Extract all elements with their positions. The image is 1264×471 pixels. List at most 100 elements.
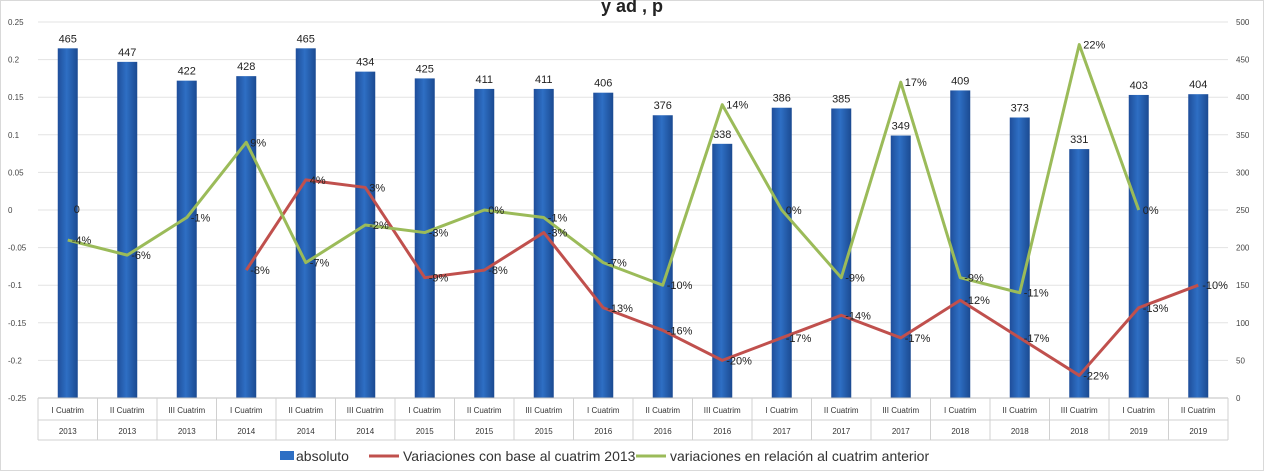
category-label: I Cuatrim bbox=[409, 406, 442, 415]
category-label: III Cuatrim bbox=[882, 406, 919, 415]
line-label: -9% bbox=[429, 273, 449, 285]
line-label: 22% bbox=[1083, 40, 1105, 52]
bar-label: 338 bbox=[713, 129, 731, 141]
line-labels: -8% 4% 3% -9% -8% -3% -13% -16% -20% -17% -14% -17%… bbox=[72, 40, 1228, 383]
bar-series bbox=[57, 48, 1209, 399]
bar bbox=[890, 135, 911, 398]
bar bbox=[950, 90, 971, 398]
category-label: III Cuatrim bbox=[1061, 406, 1098, 415]
bar-label: 465 bbox=[59, 33, 77, 45]
bar-label: 376 bbox=[654, 100, 672, 112]
line-label: -9% bbox=[964, 273, 984, 285]
right-axis-ticks: 0 50 100 150 200 250 300 350 400 450 500 bbox=[1236, 18, 1250, 403]
bar bbox=[593, 92, 614, 399]
bar-label: 425 bbox=[416, 63, 434, 75]
category-year: 2019 bbox=[1189, 427, 1207, 436]
line-series bbox=[67, 43, 1199, 377]
line-label: 14% bbox=[726, 100, 748, 112]
bar-label: 465 bbox=[297, 33, 315, 45]
line-label: -10% bbox=[667, 280, 693, 292]
line-label: 9% bbox=[250, 137, 266, 149]
right-tick-label: 500 bbox=[1236, 18, 1250, 27]
line-label: -7% bbox=[607, 258, 627, 270]
right-tick-label: 300 bbox=[1236, 168, 1250, 177]
bar bbox=[1128, 94, 1149, 398]
category-year: 2013 bbox=[59, 427, 77, 436]
line-label: -1% bbox=[548, 213, 568, 225]
line-label: -17% bbox=[1024, 333, 1050, 345]
category-year: 2017 bbox=[832, 427, 850, 436]
bar bbox=[533, 88, 554, 398]
line-label: -6% bbox=[131, 250, 151, 262]
line-label: 4% bbox=[310, 175, 326, 187]
line-label: -3% bbox=[429, 228, 449, 240]
bar-label: 434 bbox=[356, 57, 374, 69]
category-label: III Cuatrim bbox=[525, 406, 562, 415]
right-tick-label: 250 bbox=[1236, 206, 1250, 215]
category-label: III Cuatrim bbox=[168, 406, 205, 415]
bar-label: 409 bbox=[951, 75, 969, 87]
category-year: 2016 bbox=[713, 427, 731, 436]
line-label: -13% bbox=[607, 303, 633, 315]
bar bbox=[57, 48, 78, 398]
bar bbox=[414, 78, 435, 399]
line-label: -10% bbox=[1202, 280, 1228, 292]
category-year: 2013 bbox=[178, 427, 196, 436]
line-label: -22% bbox=[1083, 370, 1109, 382]
bar bbox=[117, 61, 138, 399]
right-tick-label: 200 bbox=[1236, 244, 1250, 253]
right-tick-label: 0 bbox=[1236, 394, 1241, 403]
bar bbox=[176, 80, 197, 398]
line-label: -17% bbox=[905, 333, 931, 345]
category-year: 2013 bbox=[118, 427, 136, 436]
category-year: 2015 bbox=[535, 427, 553, 436]
bar-label: 349 bbox=[892, 121, 910, 133]
right-tick-label: 400 bbox=[1236, 93, 1250, 102]
left-tick-label: 0.25 bbox=[8, 18, 24, 27]
bar bbox=[474, 88, 495, 398]
line-label: -16% bbox=[667, 325, 693, 337]
line-label: -13% bbox=[1143, 303, 1169, 315]
legend: absoluto Variaciones con base al cuatrim … bbox=[280, 448, 929, 464]
line-label: -8% bbox=[488, 265, 508, 277]
line-label: -1% bbox=[191, 213, 211, 225]
line-label: 0% bbox=[1143, 205, 1159, 217]
bar bbox=[1069, 149, 1090, 398]
legend-swatch bbox=[280, 451, 294, 460]
bar-label: 385 bbox=[832, 93, 850, 105]
line-label: -9% bbox=[845, 273, 865, 285]
category-label: I Cuatrim bbox=[1123, 406, 1156, 415]
bar bbox=[652, 115, 673, 399]
bar-label: 404 bbox=[1189, 79, 1207, 91]
left-tick-label: -0.1 bbox=[8, 281, 22, 290]
line-label: 0% bbox=[488, 205, 504, 217]
category-label: II Cuatrim bbox=[1181, 406, 1216, 415]
line-label: -3% bbox=[548, 228, 568, 240]
series-line bbox=[244, 178, 1199, 377]
left-tick-label: 0 bbox=[8, 206, 13, 215]
category-label: II Cuatrim bbox=[1002, 406, 1037, 415]
bar bbox=[1009, 117, 1030, 398]
bar-label: 406 bbox=[594, 78, 612, 90]
legend-label: absoluto bbox=[296, 448, 349, 464]
category-label: II Cuatrim bbox=[110, 406, 145, 415]
left-axis-ticks: -0.25 -0.2 -0.15 -0.1 -0.05 0 0.05 0.1 0.15 0.2 0.… bbox=[8, 18, 27, 403]
bar bbox=[1188, 94, 1209, 398]
bar bbox=[295, 48, 316, 398]
category-label: II Cuatrim bbox=[824, 406, 859, 415]
line-label: -17% bbox=[786, 333, 812, 345]
category-label: II Cuatrim bbox=[645, 406, 680, 415]
category-label: I Cuatrim bbox=[766, 406, 799, 415]
bar bbox=[771, 107, 792, 398]
category-year: 2017 bbox=[892, 427, 910, 436]
right-tick-label: 150 bbox=[1236, 281, 1250, 290]
category-label: I Cuatrim bbox=[944, 406, 977, 415]
line-label: 17% bbox=[905, 77, 927, 89]
bar-label: 373 bbox=[1011, 103, 1029, 115]
right-tick-label: 50 bbox=[1236, 356, 1245, 365]
bar-label: 447 bbox=[118, 47, 136, 59]
right-tick-label: 100 bbox=[1236, 319, 1250, 328]
category-label: III Cuatrim bbox=[347, 406, 384, 415]
legend-label: Variaciones con base al cuatrim 2013 bbox=[403, 448, 636, 464]
